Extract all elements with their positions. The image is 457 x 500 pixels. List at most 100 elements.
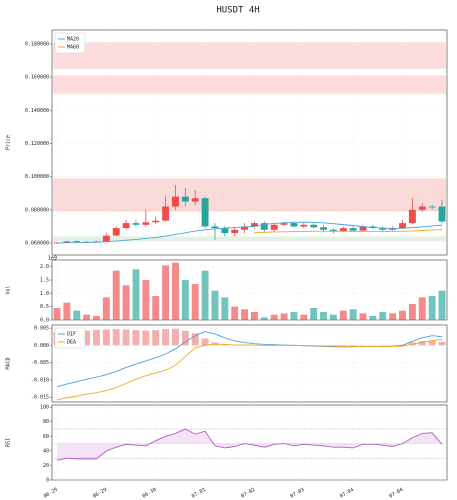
candle-body [152, 220, 160, 223]
candle-body [112, 228, 120, 236]
candle-body [320, 227, 327, 230]
volume-bar [132, 269, 140, 320]
ma-line [254, 229, 443, 234]
macd-bar [142, 330, 150, 346]
y-tick-label: 2.0 [40, 264, 49, 270]
macd-bar [201, 338, 209, 346]
y-tick-label: 0.180000 [25, 41, 49, 47]
y-tick-label: 0.160000 [25, 75, 49, 81]
legend-label: MA20 [67, 37, 79, 43]
volume-bar [280, 313, 288, 320]
volume-bar [93, 316, 100, 320]
macd-bar [172, 328, 179, 346]
volume-bar [300, 314, 308, 320]
panel-frame [51, 324, 448, 403]
y-tick-label: 0.005 [34, 326, 49, 332]
volume-bar [112, 270, 120, 320]
candle-body [270, 224, 278, 230]
candle-body [329, 229, 337, 232]
volume-bar [241, 309, 249, 320]
volume-bar [201, 270, 209, 320]
macd-line [56, 339, 443, 401]
y-tick-label: 0.100000 [25, 174, 49, 180]
candle-body [122, 223, 130, 229]
candle-body [231, 229, 239, 234]
volume-bar [211, 290, 219, 320]
y-axis-label: Price [6, 135, 12, 150]
y-tick-label: 0.080000 [25, 207, 49, 213]
x-tick-label: 07-04 [388, 487, 404, 500]
volume-bar [270, 314, 278, 320]
volume-bar [290, 312, 298, 320]
x-tick-label: 06-29 [43, 487, 59, 500]
legend-label: DIF [67, 332, 76, 338]
zone [53, 75, 446, 94]
y-tick-label: 1.0 [40, 291, 49, 297]
y-tick-label: 0 [46, 478, 49, 484]
legend-box [54, 32, 86, 54]
x-tick-label: 06-29 [92, 487, 108, 500]
candle-body [300, 224, 308, 227]
candle-body [310, 224, 318, 228]
x-tick-label: 07-02 [240, 487, 256, 500]
y-tick-label: 0.060000 [25, 241, 49, 247]
volume-bar [122, 285, 130, 320]
volume-bar [329, 314, 337, 320]
candle-body [389, 228, 397, 230]
y-tick-label: 0.0 [40, 318, 49, 324]
volume-bar [310, 308, 318, 320]
volume-bar [181, 280, 189, 320]
candle-body [211, 226, 219, 229]
candle-body [172, 196, 179, 207]
candle-body [339, 228, 347, 232]
macd-bar [152, 330, 160, 346]
candle-body [63, 241, 71, 243]
candle-body [349, 228, 357, 231]
ma-line [56, 221, 443, 244]
y-tick-label: -0.010 [31, 377, 49, 383]
candle-body [142, 222, 150, 225]
macd-bar [221, 344, 229, 346]
panel-frame [51, 404, 448, 481]
y-axis-label: Vol [6, 285, 12, 294]
y-tick-label: 60 [43, 434, 49, 440]
scale-label: 1e9 [48, 256, 57, 262]
volume-bar [260, 317, 268, 320]
volume-bar [379, 312, 387, 320]
candle-body [132, 223, 140, 225]
y-tick-label: -0.005 [31, 360, 49, 366]
volume-bar [428, 296, 436, 320]
candle-body [408, 209, 416, 224]
legend-label: DEA [67, 340, 76, 346]
candle-body [359, 226, 367, 231]
volume-bar [418, 297, 426, 320]
zone [53, 236, 446, 242]
volume-bar [389, 313, 397, 320]
candle-body [428, 206, 436, 208]
candle-body [250, 223, 258, 227]
macd-bar [418, 340, 426, 346]
volume-bar [221, 297, 229, 320]
y-tick-label: 1.5 [40, 278, 49, 284]
y-tick-label: 20 [43, 463, 49, 469]
macd-bar [181, 330, 189, 346]
macd-bar [191, 333, 199, 346]
macd-bar [93, 329, 100, 346]
candle-body [73, 241, 81, 242]
macd-bar [162, 329, 170, 346]
volume-bar [369, 316, 377, 320]
volume-bar [339, 310, 347, 320]
candle-body [379, 228, 387, 230]
volume-bar [231, 306, 239, 320]
legend-box [54, 327, 86, 349]
y-tick-label: 80 [43, 419, 49, 425]
candle-body [280, 223, 288, 225]
volume-bar [102, 297, 110, 320]
volume-bar [349, 309, 357, 320]
macd-bar [349, 345, 357, 347]
macd-bar [83, 330, 91, 346]
volume-bar [73, 310, 81, 320]
candle-body [102, 235, 110, 242]
y-tick-label: 40 [43, 448, 49, 454]
